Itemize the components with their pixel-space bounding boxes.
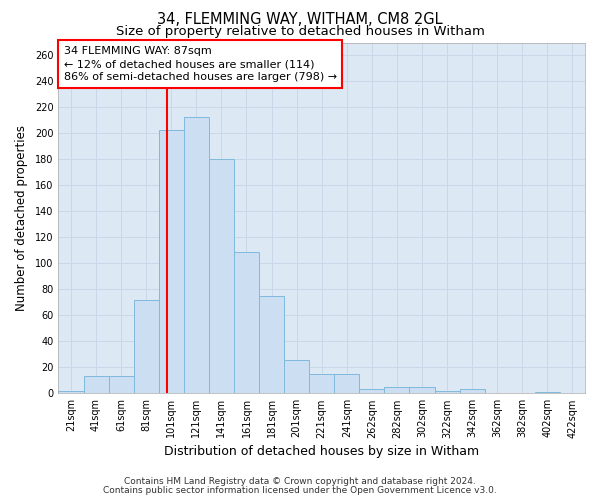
Text: Size of property relative to detached houses in Witham: Size of property relative to detached ho… (116, 25, 484, 38)
Bar (134, 300, 159, 394)
Bar (284, 360, 309, 394)
Bar (159, 130, 184, 394)
Text: 34 FLEMMING WAY: 87sqm
← 12% of detached houses are smaller (114)
86% of semi-de: 34 FLEMMING WAY: 87sqm ← 12% of detached… (64, 46, 337, 82)
Text: Contains HM Land Registry data © Crown copyright and database right 2024.: Contains HM Land Registry data © Crown c… (124, 477, 476, 486)
Bar (385, 387, 409, 394)
Bar (409, 387, 434, 394)
Y-axis label: Number of detached properties: Number of detached properties (15, 125, 28, 311)
Bar (234, 252, 259, 394)
Bar (184, 116, 209, 394)
Bar (259, 296, 284, 394)
Bar (460, 390, 485, 394)
Text: Contains public sector information licensed under the Open Government Licence v3: Contains public sector information licen… (103, 486, 497, 495)
Bar (109, 376, 134, 394)
Bar (83, 376, 109, 394)
Text: 34, FLEMMING WAY, WITHAM, CM8 2GL: 34, FLEMMING WAY, WITHAM, CM8 2GL (157, 12, 443, 28)
Bar (334, 374, 359, 394)
Bar (309, 374, 334, 394)
Bar (209, 160, 234, 394)
Bar (434, 390, 460, 394)
X-axis label: Distribution of detached houses by size in Witham: Distribution of detached houses by size … (164, 444, 479, 458)
Bar (359, 390, 385, 394)
Bar (535, 392, 560, 394)
Bar (58, 390, 83, 394)
